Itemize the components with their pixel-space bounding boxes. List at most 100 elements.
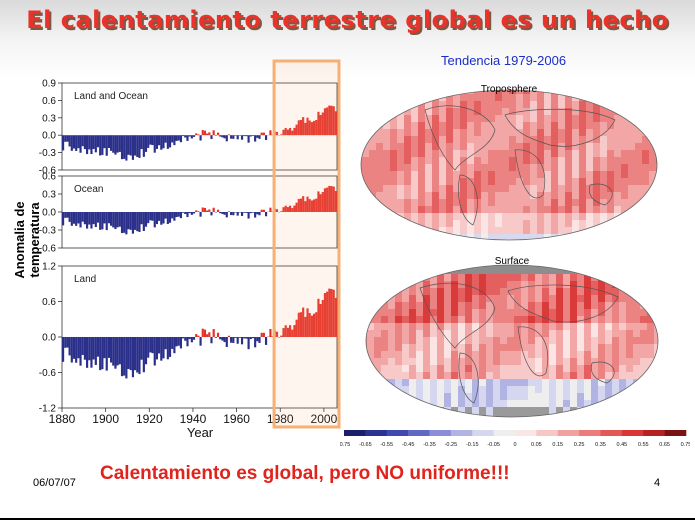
anomaly-bar: [308, 313, 311, 337]
colorbar-swatch: [472, 430, 494, 436]
map-cell: [381, 309, 388, 316]
map-cell: [572, 220, 579, 227]
map-cell: [500, 267, 507, 274]
map-cell: [488, 171, 495, 178]
map-cell: [465, 372, 472, 379]
map-cell: [544, 220, 551, 227]
map-cell: [584, 379, 591, 386]
map-cell: [626, 309, 633, 316]
map-cell: [516, 192, 523, 199]
map-cell: [612, 330, 619, 337]
map-cell: [509, 136, 516, 143]
continent-outline: [517, 326, 548, 377]
map-cell: [542, 358, 549, 365]
map-cell: [467, 115, 474, 122]
anomaly-bar: [262, 132, 265, 136]
anomaly-bar: [247, 212, 250, 219]
y-tick-label: -0.3: [39, 226, 57, 237]
map-cell: [612, 302, 619, 309]
map-cell: [598, 316, 605, 323]
map-cell: [549, 274, 556, 281]
anomaly-bar: [247, 135, 250, 143]
map-cell: [614, 122, 621, 129]
map-cell: [437, 344, 444, 351]
map-cell: [409, 351, 416, 358]
map-cell: [488, 213, 495, 220]
anomaly-bar: [153, 135, 156, 153]
map-cell: [502, 199, 509, 206]
anomaly-bar: [323, 293, 327, 337]
map-cell: [621, 171, 628, 178]
map-cell: [488, 115, 495, 122]
map-cell: [633, 309, 640, 316]
colorbar-swatch: [664, 430, 687, 436]
map-cell: [409, 330, 416, 337]
map-cell: [432, 150, 439, 157]
map-cell: [430, 302, 437, 309]
map-cell: [430, 351, 437, 358]
colorbar-tick-label: 0.25: [574, 442, 585, 448]
anomaly-bar: [249, 212, 252, 214]
anomaly-bar: [328, 288, 331, 337]
map-cell: [542, 337, 549, 344]
map-cell: [479, 372, 486, 379]
map-cell: [542, 267, 549, 274]
map-cell: [563, 407, 570, 414]
map-cell: [530, 94, 537, 101]
map-cell: [544, 199, 551, 206]
anomaly-bar: [317, 298, 320, 337]
map-cell: [530, 122, 537, 129]
map-cell: [593, 129, 600, 136]
map-cell: [432, 108, 439, 115]
map-cell: [444, 400, 451, 407]
map-cell: [432, 199, 439, 206]
map-cell: [472, 386, 479, 393]
anomaly-bar: [79, 135, 82, 153]
anomaly-bar: [288, 325, 292, 337]
anomaly-bar: [297, 312, 300, 337]
map-cell: [446, 101, 453, 108]
map-cell: [619, 358, 626, 365]
map-cell: [614, 199, 621, 206]
map-cell: [584, 372, 591, 379]
map-cell: [416, 330, 423, 337]
map-cell: [474, 234, 481, 240]
map-cell: [409, 379, 416, 386]
anomaly-bar: [105, 135, 108, 156]
anomaly-bar: [116, 337, 119, 366]
map-cell: [479, 351, 486, 358]
map-cell: [605, 330, 612, 337]
map-cell: [523, 143, 530, 150]
map-cell: [409, 337, 416, 344]
map-cell: [551, 101, 558, 108]
anomaly-bar: [243, 135, 246, 137]
map-cell: [467, 101, 474, 108]
map-cell: [598, 302, 605, 309]
x-tick-label: 1940: [180, 412, 207, 426]
map-cell: [425, 108, 432, 115]
map-cell: [390, 157, 397, 164]
anomaly-bar: [223, 135, 226, 139]
map-cell: [544, 164, 551, 171]
map-cell: [528, 316, 535, 323]
anomaly-bar: [225, 337, 228, 347]
map-cell: [460, 227, 467, 234]
map-cell: [411, 171, 418, 178]
map-cell: [537, 220, 544, 227]
map-cell: [472, 337, 479, 344]
map-cell: [642, 171, 649, 178]
map-cell: [430, 274, 437, 281]
map-cell: [640, 358, 647, 365]
map-cell: [376, 143, 383, 150]
anomaly-bar: [144, 212, 148, 227]
map-cell: [460, 129, 467, 136]
slide-date: 06/07/07: [33, 477, 76, 489]
map-cell: [395, 302, 402, 309]
anomaly-bar: [166, 212, 169, 224]
anomaly-bar: [101, 135, 104, 155]
map-cell: [614, 171, 621, 178]
colorbar-tick-label: -0.05: [487, 442, 500, 448]
map-cell: [577, 358, 584, 365]
map-cell: [514, 379, 521, 386]
anomaly-bar: [208, 132, 211, 136]
